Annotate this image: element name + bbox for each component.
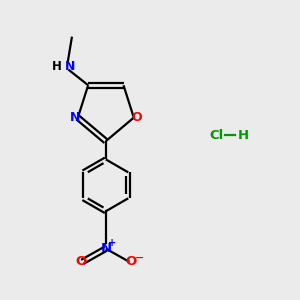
Text: O: O (125, 255, 136, 268)
Text: O: O (131, 111, 142, 124)
Text: N: N (64, 60, 75, 73)
Text: H: H (52, 60, 62, 73)
Text: N: N (70, 111, 80, 124)
Text: N: N (100, 242, 111, 255)
Text: O: O (75, 255, 86, 268)
Text: H: H (238, 129, 249, 142)
Text: Cl: Cl (209, 129, 223, 142)
Text: −: − (135, 253, 144, 262)
Text: +: + (108, 238, 116, 248)
